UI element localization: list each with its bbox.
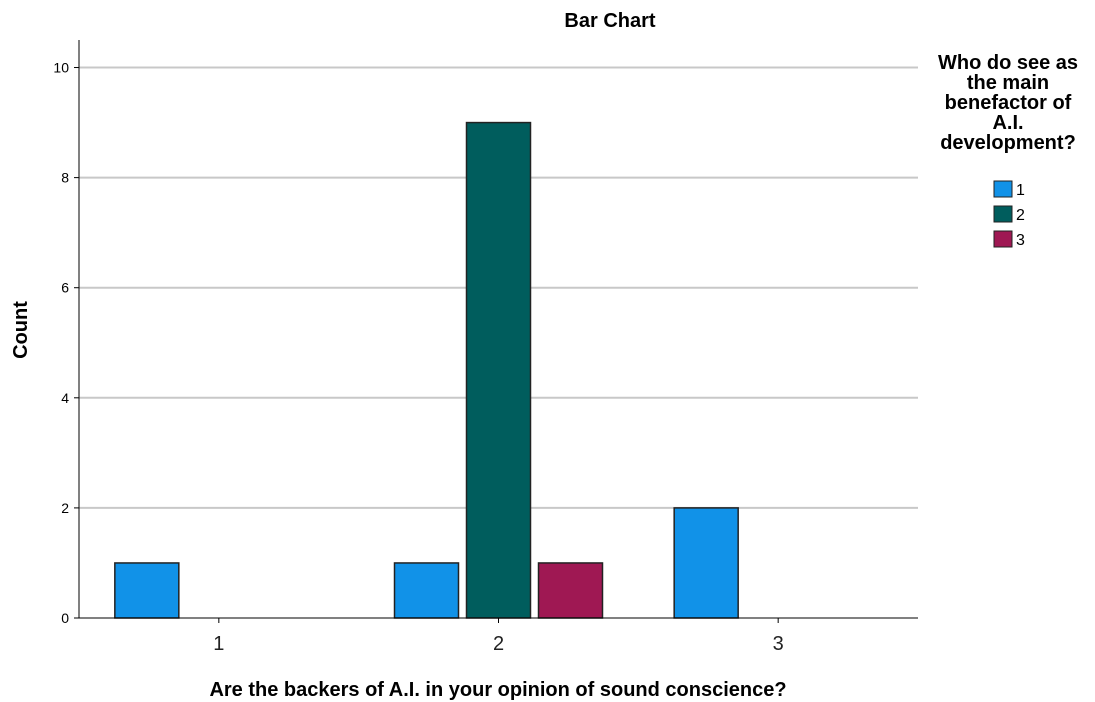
- bar-cat3-series1: [673, 507, 739, 619]
- bars: [114, 121, 739, 619]
- x-axis-ticks: 1 2 3: [213, 618, 784, 655]
- legend-swatch-3: [993, 230, 1013, 248]
- bar-cat2-series1: [393, 562, 460, 619]
- legend-title-line: development?: [940, 132, 1076, 154]
- chart-title: Bar Chart: [564, 10, 655, 32]
- x-tick-label: 3: [773, 633, 784, 655]
- bar-cat2-series3: [537, 562, 604, 619]
- legend-swatch-1: [993, 180, 1013, 198]
- y-tick-label: 2: [61, 500, 69, 516]
- legend-title-line: benefactor of: [945, 92, 1072, 114]
- legend-label-2: 2: [1016, 207, 1025, 224]
- y-tick-label: 6: [61, 280, 69, 296]
- legend-label-1: 1: [1016, 182, 1025, 199]
- x-axis-label: Are the backers of A.I. in your opinion …: [209, 679, 786, 701]
- legend-swatch-2: [993, 205, 1013, 223]
- legend-title-line: the main: [967, 72, 1049, 94]
- x-tick-label: 2: [493, 633, 504, 655]
- bar-cat1-series1: [114, 562, 180, 619]
- y-tick-label: 10: [53, 60, 69, 76]
- y-axis-ticks: 0 2 4 6 8 10: [53, 60, 79, 626]
- legend-title-line: A.I.: [992, 112, 1023, 134]
- y-tick-label: 4: [61, 390, 69, 406]
- legend-label-3: 3: [1016, 232, 1025, 249]
- bar-cat2-series2: [465, 121, 532, 619]
- legend-title-line: Who do see as: [938, 52, 1078, 74]
- y-axis-label: Count: [10, 301, 32, 359]
- x-tick-label: 1: [213, 633, 224, 655]
- y-tick-label: 0: [61, 610, 69, 626]
- y-tick-label: 8: [61, 170, 69, 186]
